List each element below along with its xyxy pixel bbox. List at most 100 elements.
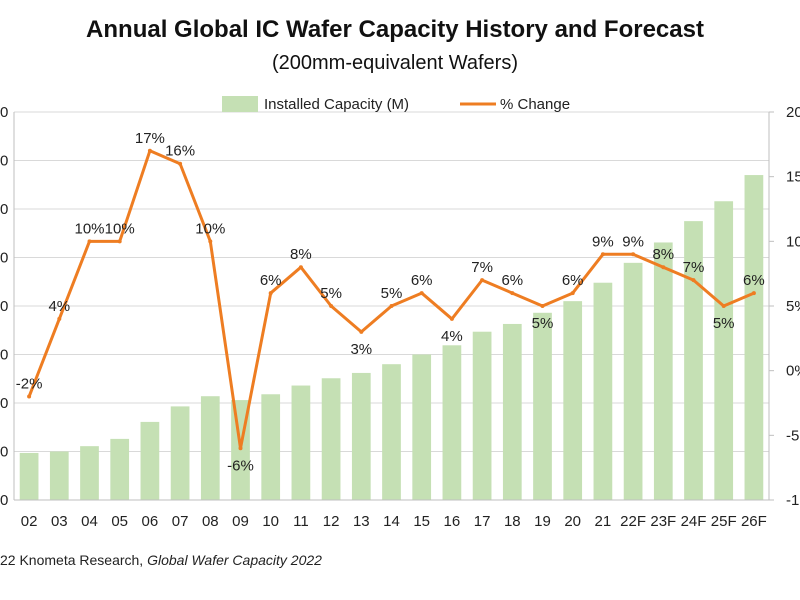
left-tick-label: 0 (0, 250, 8, 267)
line-point (449, 316, 454, 321)
bar-series (19, 175, 764, 501)
line-data-label: 6% (411, 272, 433, 289)
line-point (510, 291, 515, 296)
line-point (329, 304, 334, 308)
x-tick-label: 07 (172, 513, 189, 530)
line-data-label: 6% (562, 272, 584, 289)
line-point (691, 278, 696, 283)
right-tick-label: -5 (786, 427, 799, 444)
line-data-label: 8% (290, 246, 312, 263)
line-data-label: 5% (381, 285, 403, 302)
legend-label-capacity: Installed Capacity (M) (264, 96, 409, 113)
bar (714, 201, 734, 501)
right-tick-label: 20 (786, 104, 800, 121)
source-prefix: 22 Knometa Research, (0, 552, 148, 568)
x-tick-label: 23F (650, 513, 676, 530)
bar (593, 282, 613, 500)
line-point (208, 239, 213, 244)
x-tick-label: 25F (711, 513, 737, 530)
x-tick-label: 20 (564, 513, 581, 530)
chart-title: Annual Global IC Wafer Capacity History … (86, 16, 704, 43)
bar (442, 345, 462, 500)
line-data-label: 17% (135, 130, 165, 147)
bar (170, 406, 190, 500)
line-data-label: 5% (320, 285, 342, 302)
line-data-label: 6% (743, 272, 765, 289)
source-note: 22 Knometa Research, Global Wafer Capaci… (0, 552, 322, 568)
line-point (570, 291, 575, 296)
x-tick-label: 24F (681, 513, 707, 530)
line-point (268, 291, 273, 296)
line-point (721, 304, 726, 308)
x-tick-label: 02 (21, 513, 38, 530)
x-tick-label: 08 (202, 513, 219, 530)
line-data-label: 4% (441, 328, 463, 345)
bar (382, 364, 401, 500)
line-point (600, 252, 605, 257)
line-data-label: 16% (165, 143, 195, 160)
line-data-label: 9% (622, 233, 644, 250)
x-tick-label: 21 (595, 513, 612, 530)
bar (140, 421, 160, 500)
line-point (359, 329, 364, 334)
left-tick-label: 0 (0, 444, 8, 461)
left-tick-label: 0 (0, 347, 8, 364)
left-tick-label: 0 (0, 104, 8, 121)
line-series (27, 148, 756, 451)
line-point (147, 148, 152, 153)
line-point (117, 239, 122, 244)
line-data-label: 3% (350, 341, 372, 358)
line-point (540, 304, 545, 308)
legend-swatch-capacity (222, 96, 258, 112)
left-tick-label: 0 (0, 298, 8, 315)
x-tick-label: 04 (81, 513, 98, 530)
bar (80, 446, 99, 500)
line-data-label: 6% (260, 272, 282, 289)
bar (200, 396, 220, 500)
line-data-label: 9% (592, 233, 614, 250)
bar (291, 385, 311, 500)
bar (684, 221, 703, 500)
bar (49, 451, 69, 500)
line-point (661, 265, 666, 270)
source-title: Global Wafer Capacity 2022 (147, 552, 322, 568)
legend: Installed Capacity (M) % Change (222, 96, 570, 113)
x-tick-label: 09 (232, 513, 249, 530)
line-point (238, 446, 243, 451)
x-tick-label: 10 (262, 513, 279, 530)
line-data-label: 10% (74, 220, 104, 237)
right-tick-label: 5% (786, 298, 800, 315)
line-point (27, 394, 32, 399)
x-tick-label: 15 (413, 513, 430, 530)
legend-label-change: % Change (500, 96, 570, 113)
line-point (298, 265, 303, 270)
x-tick-label: 26F (741, 513, 767, 530)
line-point (631, 252, 636, 257)
bar (623, 262, 643, 500)
x-tick-label: 14 (383, 513, 400, 530)
line-point (87, 239, 92, 244)
left-tick-label: 0 (0, 201, 8, 218)
line-point (480, 278, 485, 283)
x-tick-label: 03 (51, 513, 68, 530)
line-data-label: 7% (471, 259, 493, 276)
bar (533, 312, 552, 500)
bar (321, 378, 341, 500)
line-data-label: -2% (16, 376, 43, 393)
right-tick-label: 15 (786, 169, 800, 186)
bar (744, 175, 764, 501)
x-tick-label: 18 (504, 513, 521, 530)
bar (19, 452, 39, 500)
x-tick-label: 06 (142, 513, 159, 530)
line-data-label: 8% (652, 246, 674, 263)
line-data-label: 10% (105, 220, 135, 237)
x-tick-label: 16 (444, 513, 461, 530)
line-data-label: 10% (195, 220, 225, 237)
x-tick-label: 12 (323, 513, 340, 530)
bar (261, 394, 281, 500)
left-tick-label: 0 (0, 492, 8, 509)
x-tick-label: 17 (474, 513, 491, 530)
line-point (419, 291, 424, 296)
bar (110, 438, 130, 500)
